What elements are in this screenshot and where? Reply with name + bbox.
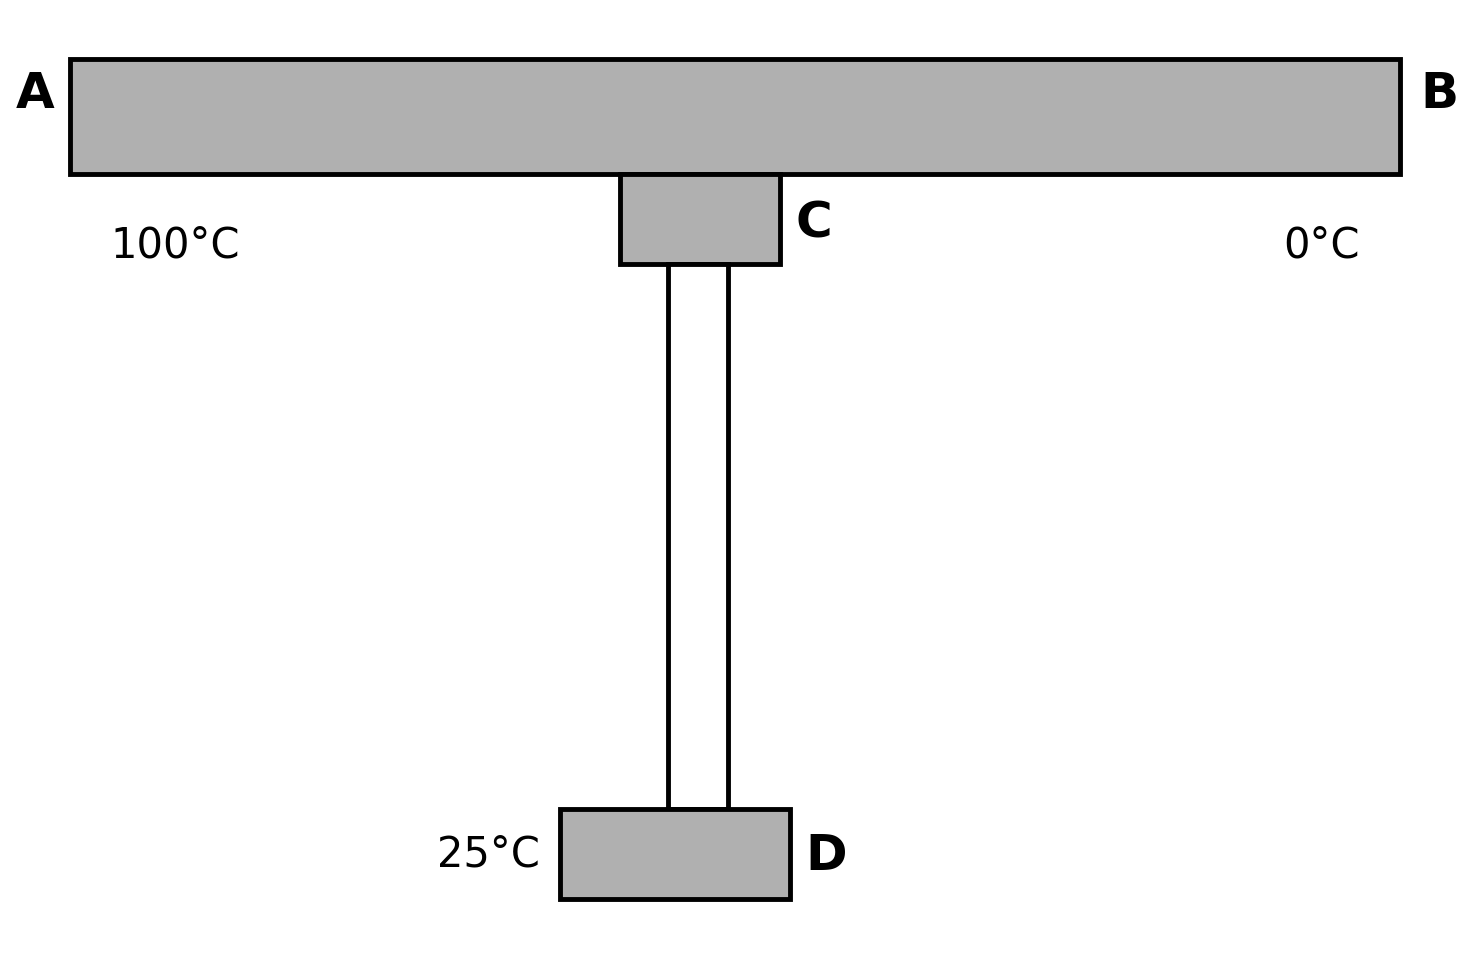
Text: D: D: [805, 831, 847, 879]
Text: C: C: [795, 200, 832, 248]
Bar: [70, 60, 1400, 174]
Text: B: B: [1419, 70, 1458, 118]
Bar: [667, 265, 728, 809]
Text: 100°C: 100°C: [110, 225, 240, 266]
Text: 0°C: 0°C: [1283, 225, 1360, 266]
Bar: [559, 809, 790, 899]
Text: 25°C: 25°C: [437, 833, 540, 875]
Text: A: A: [16, 70, 55, 118]
Bar: [620, 174, 780, 265]
